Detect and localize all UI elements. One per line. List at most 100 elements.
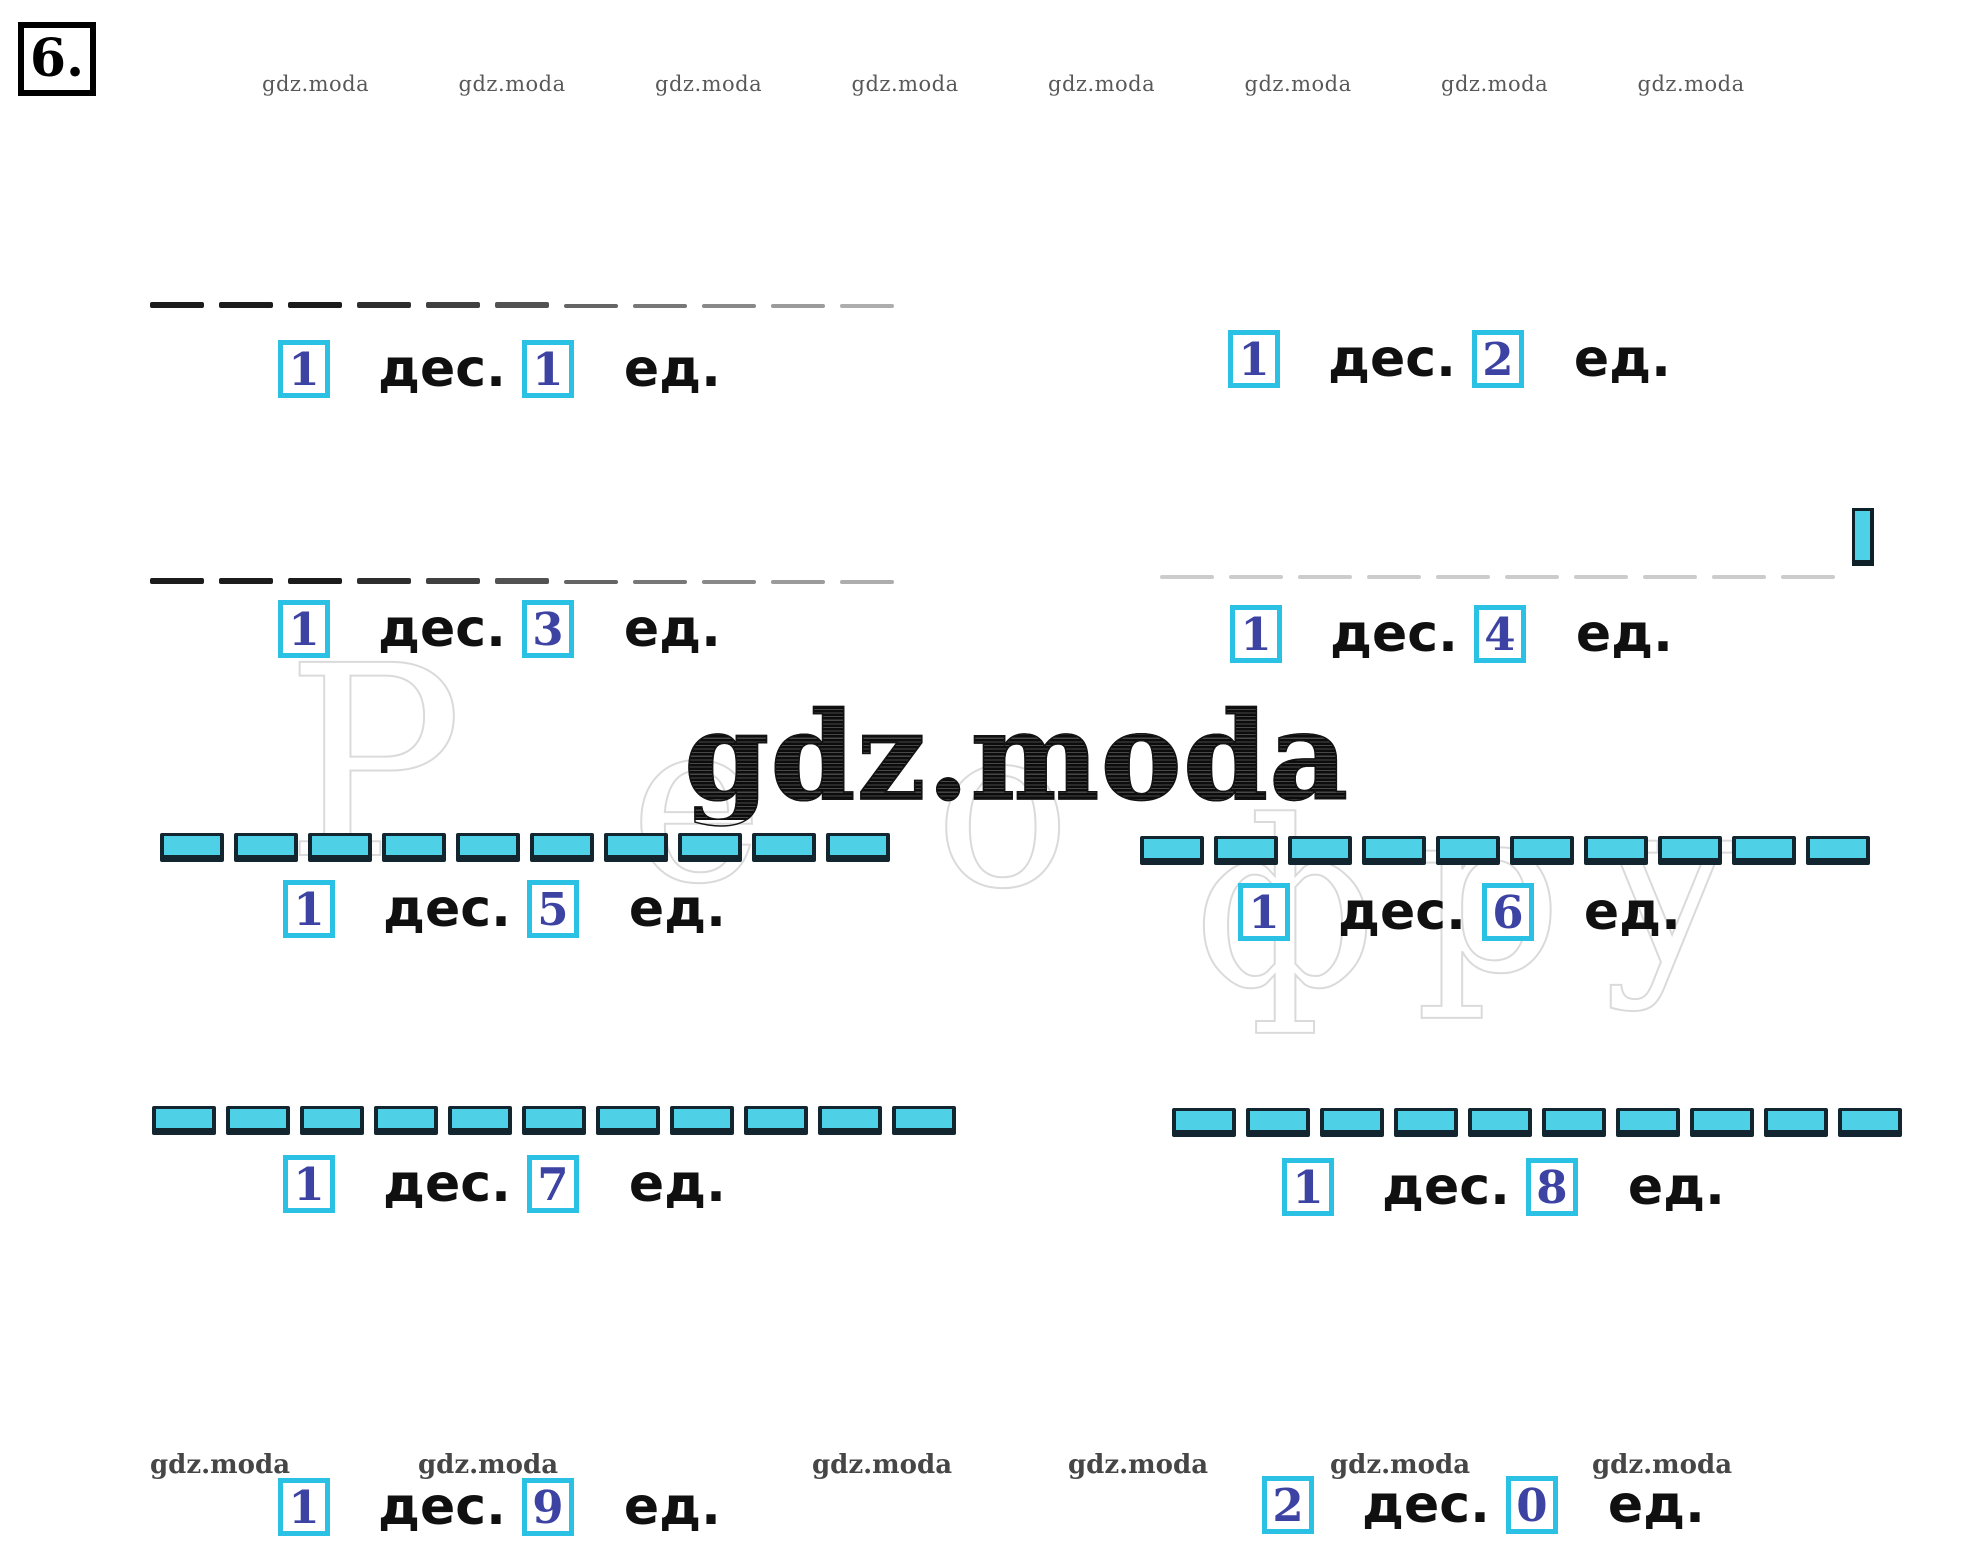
tens-value-box: 1 (283, 880, 335, 938)
gdz-moda-watermark: gdz.moda (1048, 72, 1156, 96)
units-unit-label: ед. (623, 339, 721, 399)
stick-dash (1712, 575, 1766, 579)
count-label: 2 дес. 0 ед. (1262, 1476, 1705, 1534)
tens-value-box: 1 (283, 1155, 335, 1213)
gdz-moda-watermark: gdz.moda (851, 72, 959, 96)
stick-dash (771, 580, 825, 584)
counting-stick (1838, 1108, 1902, 1137)
gdz-moda-watermark: gdz.moda (655, 72, 763, 96)
stick-dash (495, 302, 549, 308)
tens-digit: 1 (293, 1157, 325, 1211)
units-unit-label: ед. (628, 1154, 726, 1214)
stick-dash (1436, 575, 1490, 579)
units-value-box: 0 (1505, 1476, 1558, 1534)
units-value-box: 7 (526, 1155, 579, 1213)
counting-stick (1394, 1108, 1458, 1137)
stick-dash (1781, 575, 1835, 579)
counting-stick (1806, 836, 1870, 865)
units-value-box: 9 (521, 1478, 574, 1536)
gdz-moda-watermark: gdz.moda (1592, 1450, 1733, 1480)
counting-stick (226, 1106, 290, 1135)
units-digit: 8 (1536, 1160, 1568, 1214)
units-digit: 2 (1482, 332, 1514, 386)
counting-stick (752, 833, 816, 862)
stick-dash (219, 578, 273, 584)
gdz-moda-watermark: gdz.moda (1244, 72, 1352, 96)
task-number-box: 6. (18, 22, 96, 96)
counting-stick (1320, 1108, 1384, 1137)
counting-stick (308, 833, 372, 862)
tens-unit-label: дес. (1330, 604, 1458, 664)
tens-value-box: 1 (278, 1478, 330, 1536)
units-unit-label: ед. (1575, 604, 1673, 664)
stick-dash (1643, 575, 1697, 579)
stick-dash (357, 578, 411, 584)
tens-unit-label: дес. (378, 599, 506, 659)
cyan-sticks-row (160, 833, 900, 862)
center-watermark: gdz.moda (683, 684, 1350, 828)
tens-value-box: 1 (1228, 330, 1280, 388)
count-label: 1 дес. 8 ед. (1282, 1158, 1725, 1216)
counting-stick (1764, 1108, 1828, 1137)
counting-stick (604, 833, 668, 862)
stick-dash (633, 580, 687, 584)
counting-stick (1140, 836, 1204, 865)
tens-unit-label: дес. (1362, 1475, 1490, 1535)
tens-value-box: 1 (278, 600, 330, 658)
gdz-moda-watermark: gdz.moda (262, 72, 370, 96)
counting-stick (1468, 1108, 1532, 1137)
tens-digit: 1 (1238, 332, 1270, 386)
counting-stick (152, 1106, 216, 1135)
units-value-box: 4 (1473, 605, 1526, 663)
counting-stick (678, 833, 742, 862)
cyan-sticks-row (152, 1106, 966, 1135)
tens-digit: 1 (1240, 607, 1272, 661)
units-unit-label: ед. (1607, 1475, 1705, 1535)
counting-stick (1214, 836, 1278, 865)
stick-dash (357, 302, 411, 308)
units-digit: 6 (1492, 885, 1524, 939)
units-value-box: 2 (1471, 330, 1524, 388)
count-label: 1 дес. 5 ед. (283, 880, 726, 938)
stick-dash (564, 304, 618, 308)
counting-stick (1246, 1108, 1310, 1137)
units-value-box: 5 (526, 880, 579, 938)
units-unit-label: ед. (1627, 1157, 1725, 1217)
gdz-moda-watermark: gdz.moda (458, 72, 566, 96)
counting-stick (530, 833, 594, 862)
cyan-sticks-row (1140, 836, 1880, 865)
tens-unit-label: дес. (378, 1477, 506, 1537)
counting-stick (596, 1106, 660, 1135)
stray-cyan-stick (1852, 508, 1874, 566)
tens-digit: 1 (288, 602, 320, 656)
stick-dash (840, 304, 894, 308)
tens-digit: 1 (293, 882, 325, 936)
units-digit: 7 (537, 1157, 569, 1211)
stick-dash (1229, 575, 1283, 579)
units-unit-label: ед. (1573, 329, 1671, 389)
counting-stick (456, 833, 520, 862)
tens-digit: 1 (1292, 1160, 1324, 1214)
stick-dash (426, 302, 480, 308)
tens-digit: 1 (288, 1480, 320, 1534)
tens-value-box: 2 (1262, 1476, 1314, 1534)
stick-dash (1367, 575, 1421, 579)
tens-digit: 2 (1272, 1478, 1304, 1532)
gdz-moda-watermark: gdz.moda (812, 1450, 953, 1480)
tens-unit-label: дес. (383, 1154, 511, 1214)
counting-stick (1732, 836, 1796, 865)
stick-dash (702, 304, 756, 308)
counting-stick (1436, 836, 1500, 865)
units-unit-label: ед. (1583, 882, 1681, 942)
gdz-moda-watermark: gdz.moda (1441, 72, 1549, 96)
counting-stick (1510, 836, 1574, 865)
stick-dash (1298, 575, 1352, 579)
gdz-moda-watermark: gdz.moda (1330, 1450, 1471, 1480)
counting-stick (448, 1106, 512, 1135)
stick-dash (426, 578, 480, 584)
counting-stick (382, 833, 446, 862)
tens-unit-label: дес. (1328, 329, 1456, 389)
stick-dash (633, 304, 687, 308)
count-label: 1 дес. 9 ед. (278, 1478, 721, 1536)
